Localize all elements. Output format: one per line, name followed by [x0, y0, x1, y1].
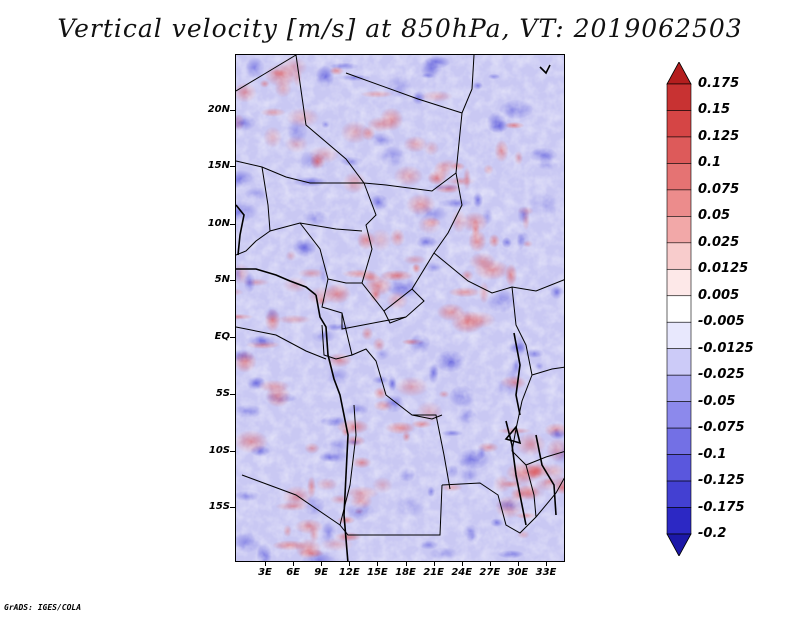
longitude-label: 21E [423, 567, 444, 578]
colorbar-level-label: 0.1 [698, 155, 722, 171]
colorbar-segment [666, 480, 692, 508]
colorbar-level-label: 0.15 [698, 102, 731, 118]
latitude-label: EQ [214, 331, 230, 342]
colorbar-segment [666, 189, 692, 217]
longitude-label: 3E [258, 567, 272, 578]
colorbar-segment [666, 401, 692, 429]
latitude-label: 10N [207, 218, 230, 229]
vertical-velocity-field [236, 55, 564, 561]
colorbar-level-label: 0.075 [698, 181, 740, 197]
colorbar-min-triangle [666, 533, 692, 557]
latitude-tick [230, 337, 235, 338]
longitude-label: 15E [367, 567, 388, 578]
latitude-tick [230, 507, 235, 508]
colorbar-segment [666, 163, 692, 191]
coastline-and-lakes [236, 64, 557, 561]
longitude-label: 9E [314, 567, 329, 578]
colorbar [666, 61, 692, 557]
longitude-label: 33E [535, 567, 557, 578]
colorbar-level-label: -0.005 [698, 314, 745, 330]
colorbar-segment [666, 427, 692, 455]
colorbar-segment [666, 454, 692, 482]
colorbar-level-label: 0.005 [698, 287, 740, 303]
longitude-tick [461, 562, 463, 566]
latitude-label: 5N [214, 274, 230, 285]
colorbar-level-label: -0.05 [698, 393, 736, 409]
latitude-tick [230, 224, 235, 225]
longitude-tick [546, 562, 547, 566]
colorbar-level-label: 0.0125 [698, 261, 749, 277]
colorbar-level-label: -0.1 [698, 446, 727, 462]
longitude-tick [265, 562, 266, 566]
longitude-label: 27E [479, 567, 501, 578]
colorbar-level-label: 0.175 [698, 76, 740, 91]
colorbar-level-label: -0.025 [698, 367, 745, 383]
latitude-tick [230, 394, 235, 395]
latitude-tick [230, 166, 235, 167]
latitude-label: 15N [207, 160, 230, 171]
longitude-label: 30E [507, 567, 529, 578]
longitude-tick [405, 562, 407, 566]
latitude-label: 5S [215, 388, 230, 399]
colorbar-segment [666, 321, 692, 350]
colorbar-segment [666, 110, 692, 138]
map-panel [235, 54, 565, 562]
colorbar-level-label: -0.175 [698, 499, 745, 515]
longitude-tick [321, 562, 323, 566]
colorbar-level-label: 0.025 [698, 234, 740, 250]
latitude-label: 20N [207, 104, 230, 115]
colorbar-segment [666, 507, 692, 535]
longitude-label: 6E [286, 567, 300, 578]
colorbar-segment [666, 295, 692, 323]
latitude-tick [230, 110, 235, 111]
latitude-tick [230, 280, 235, 281]
longitude-label: 18E [395, 567, 416, 578]
longitude-tick [377, 562, 379, 566]
colorbar-level-label: -0.2 [698, 526, 727, 541]
colorbar-level-label: -0.125 [698, 473, 745, 489]
longitude-tick [489, 562, 491, 566]
colorbar-segment [666, 348, 692, 376]
colorbar-level-label: 0.125 [698, 128, 740, 144]
longitude-label: 24E [451, 567, 473, 578]
map-title: Vertical velocity [m/s] at 850hPa, VT: 2… [57, 14, 743, 43]
latitude-tick [230, 451, 235, 452]
latitude-label: 15S [208, 501, 230, 512]
longitude-tick [517, 562, 519, 566]
longitude-tick [433, 562, 435, 566]
colorbar-segment [666, 374, 692, 402]
grads-credit: GrADS: IGES/COLA [4, 603, 82, 612]
longitude-tick [293, 562, 295, 566]
colorbar-segment [666, 83, 692, 111]
colorbar-segment [666, 242, 692, 270]
colorbar-max-triangle [666, 61, 692, 85]
colorbar-segment [666, 136, 692, 164]
longitude-tick [349, 562, 351, 566]
country-boundaries [236, 55, 564, 536]
latitude-label: 10S [208, 445, 230, 456]
colorbar-level-label: 0.05 [698, 208, 731, 224]
colorbar-level-label: -0.075 [698, 420, 745, 436]
colorbar-scale [666, 61, 692, 557]
colorbar-segment [666, 268, 692, 297]
colorbar-level-label: -0.0125 [698, 340, 754, 356]
longitude-label: 12E [338, 567, 360, 578]
colorbar-segment [666, 216, 692, 244]
